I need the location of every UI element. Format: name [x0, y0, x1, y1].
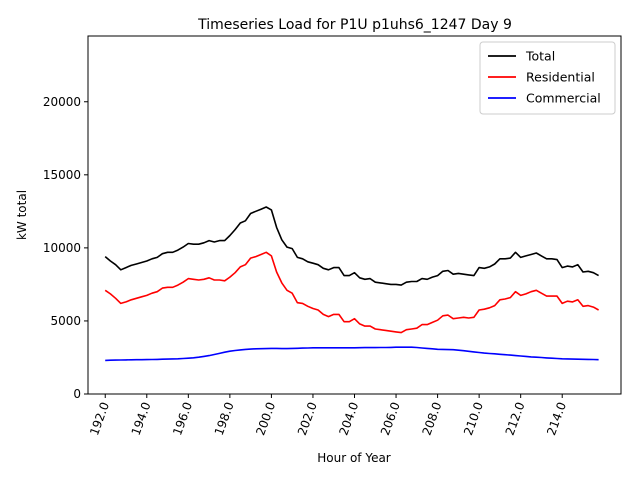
- x-tick-label: 210.0: [461, 400, 486, 437]
- y-tick-label: 15000: [43, 168, 81, 182]
- y-tick-label: 0: [73, 387, 81, 401]
- y-tick-label: 10000: [43, 241, 81, 255]
- x-axis-ticks: 192.0 194.0 196.0 198.0 200.0 202.0 204.0 206.0…: [87, 394, 569, 437]
- x-tick-label: 192.0: [87, 400, 112, 437]
- x-tick-label: 200.0: [253, 400, 278, 437]
- y-tick-label: 5000: [50, 314, 81, 328]
- series-line-commercial: [105, 346, 599, 362]
- x-tick-label: 202.0: [295, 400, 320, 437]
- y-tick-label: 20000: [43, 95, 81, 109]
- x-axis-label: Hour of Year: [317, 451, 391, 465]
- x-tick-label: 194.0: [129, 400, 154, 437]
- x-tick-label: 214.0: [544, 400, 569, 437]
- legend: Total Residential Commercial: [479, 41, 616, 115]
- series-line-residential: [104, 251, 599, 334]
- x-tick-label: 208.0: [420, 400, 445, 437]
- legend-label-residential: Residential: [526, 70, 595, 85]
- series-layer: [104, 206, 599, 362]
- x-tick-label: 204.0: [336, 400, 361, 437]
- chart-title: Timeseries Load for P1U p1uhs6_1247 Day …: [197, 17, 512, 33]
- legend-label-commercial: Commercial: [526, 91, 601, 106]
- x-tick-label: 196.0: [170, 400, 195, 437]
- x-tick-label: 198.0: [212, 400, 237, 437]
- x-tick-label: 212.0: [503, 400, 528, 437]
- y-axis-ticks: 0 5000 10000 15000 20000: [43, 95, 88, 401]
- x-tick-label: 206.0: [378, 400, 403, 437]
- y-axis-label: kW total: [15, 190, 29, 240]
- legend-label-total: Total: [525, 49, 555, 64]
- legend-box: [479, 41, 616, 115]
- series-line-total: [104, 206, 599, 286]
